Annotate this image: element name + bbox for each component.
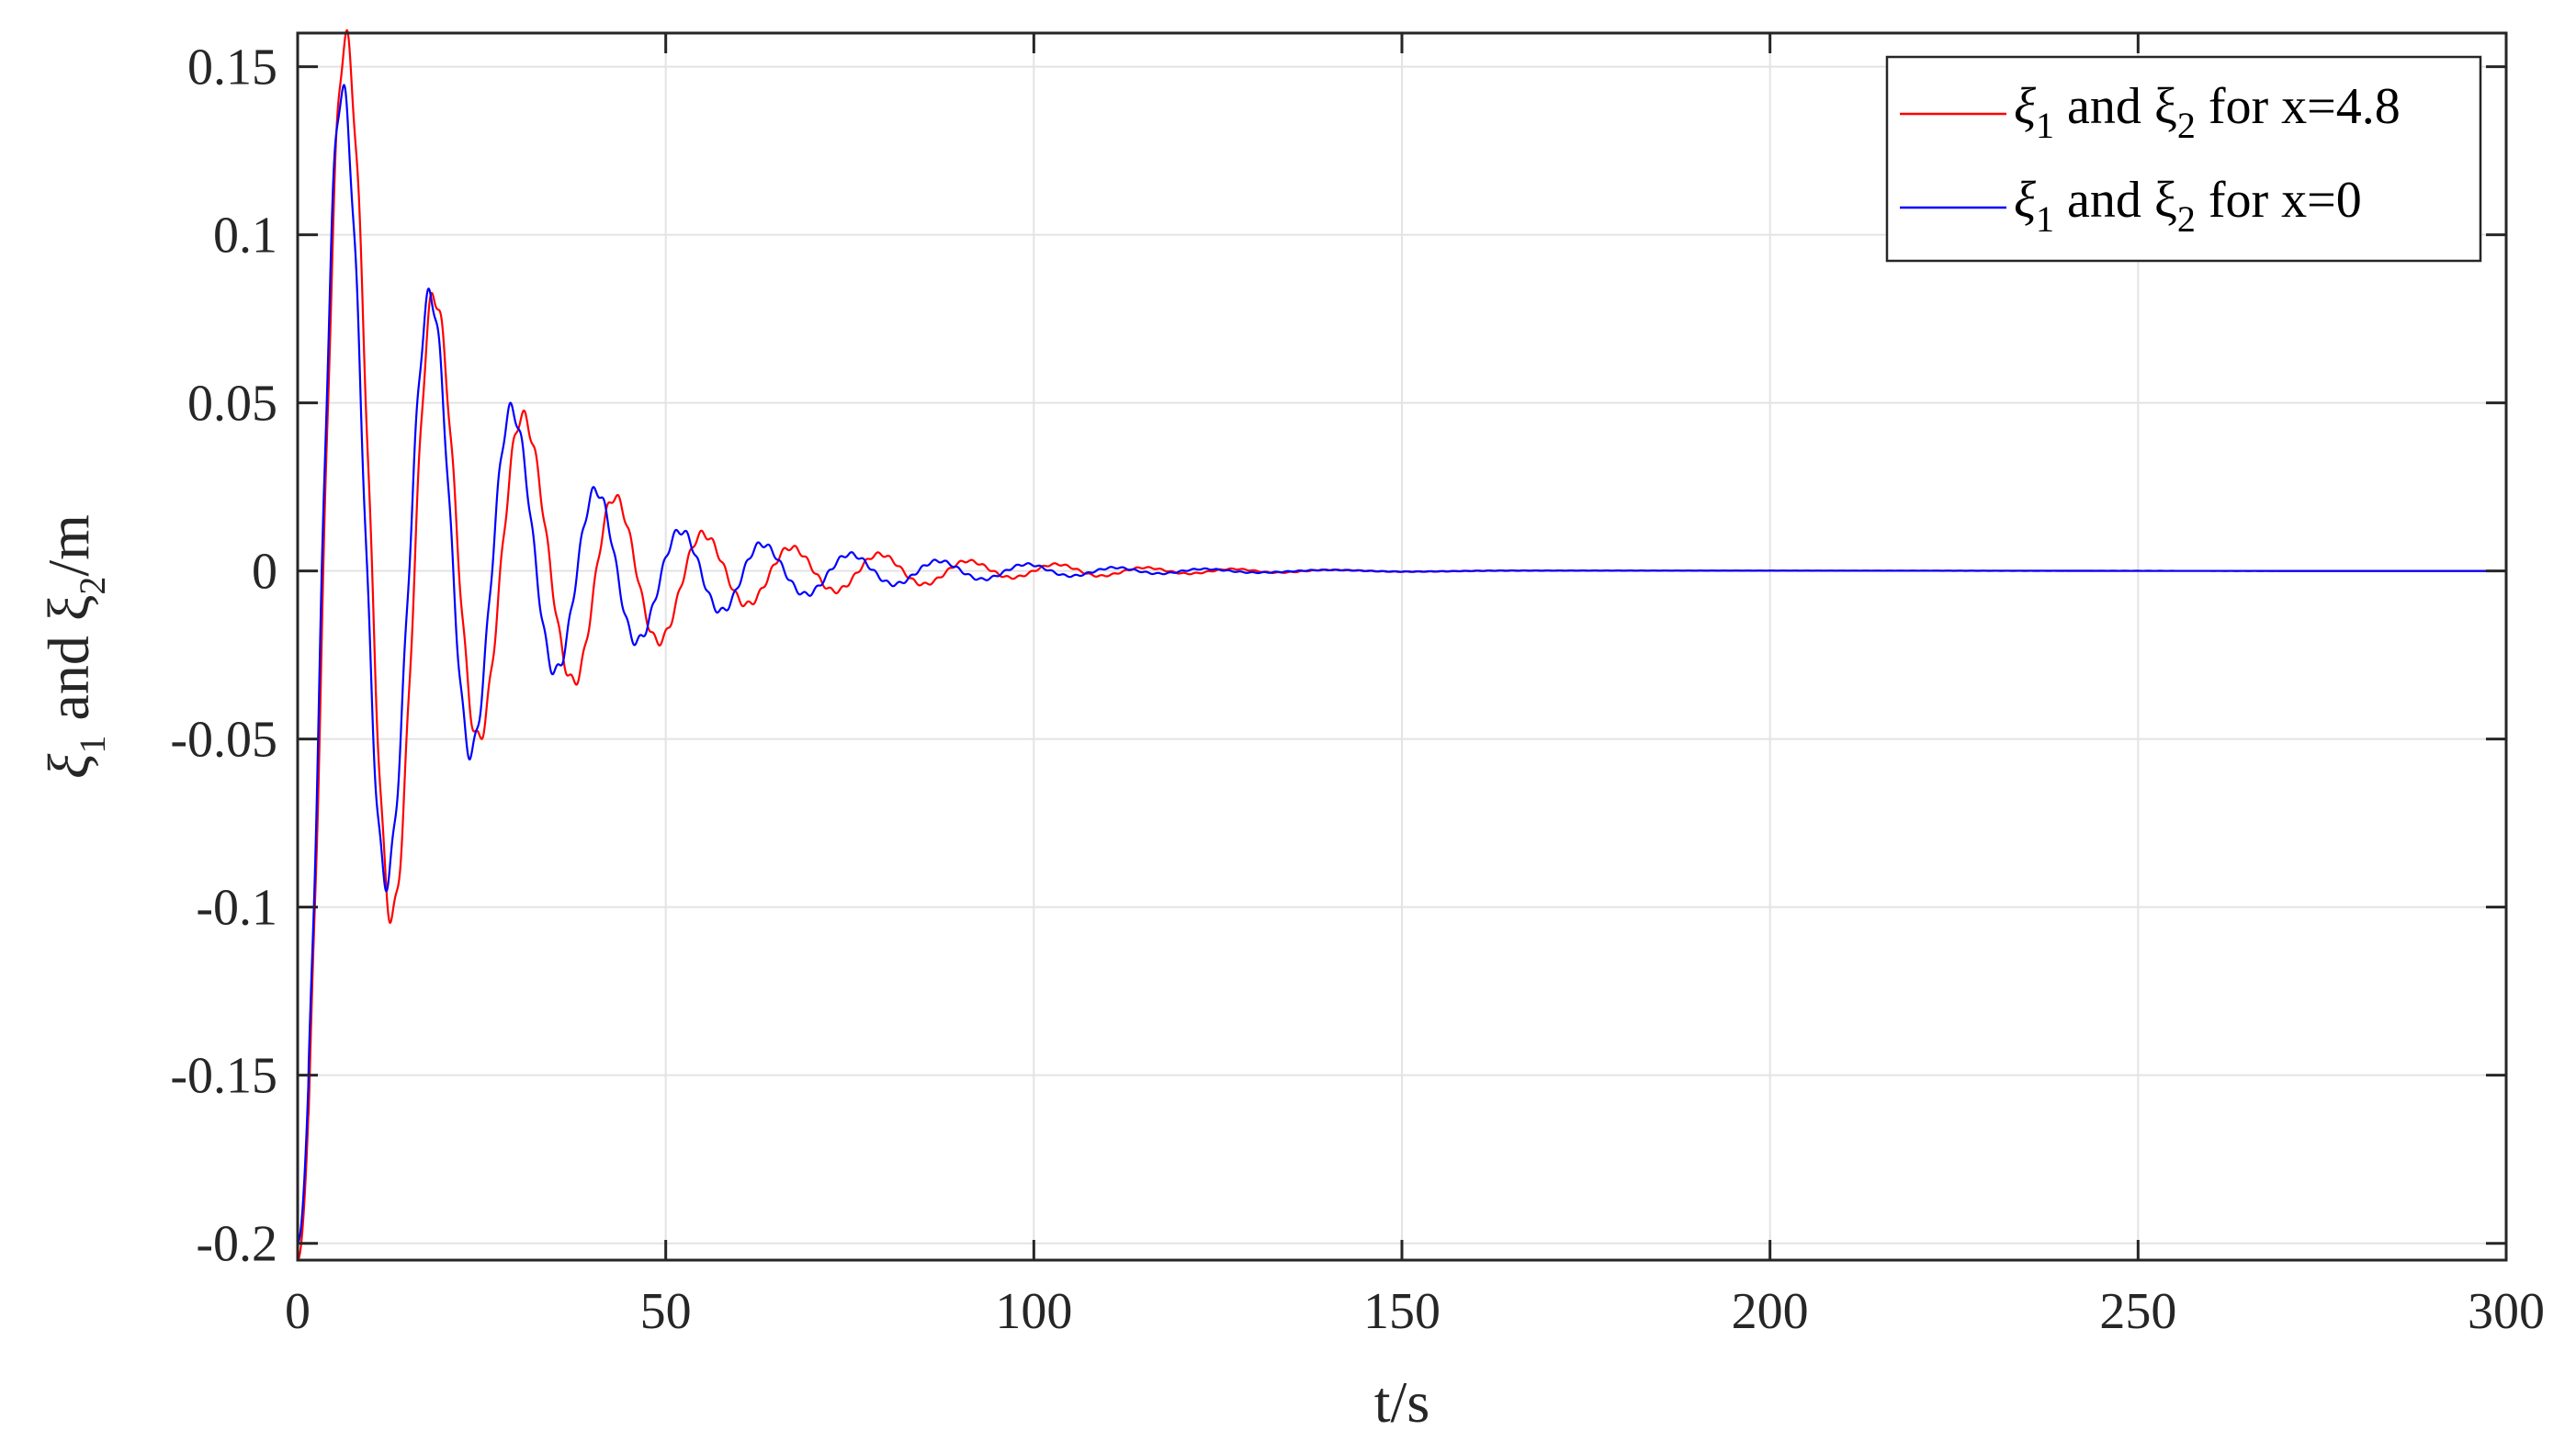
y-tick-label: 0.05 [187, 376, 277, 433]
x-tick-label: 0 [285, 1283, 311, 1340]
legend-blue-p1: ξ [2014, 172, 2036, 229]
y-tick-label: -0.1 [196, 880, 277, 937]
ticks: 0 50 100 150 200 250 300 0.15 0.1 0.05 0 -0.05 -0.1 -… [170, 33, 2545, 1340]
y-label-part-1: ξ [36, 753, 101, 779]
legend-entry-blue: ξ1 and ξ2 for x=0 [2014, 172, 2362, 240]
legend-red-p1: ξ [2014, 78, 2036, 135]
legend-red-s2: 2 [2177, 105, 2196, 146]
x-tick-label: 250 [2099, 1283, 2176, 1340]
y-tick-label: 0.15 [187, 39, 277, 96]
x-tick-label: 100 [995, 1283, 1072, 1340]
y-tick-label: 0.1 [213, 208, 277, 265]
legend: ξ1 and ξ2 for x=4.8 ξ1 and ξ2 for x=0 [1885, 55, 2482, 263]
x-axis-label: t/s [1374, 1369, 1429, 1435]
legend-blue-p2: and ξ [2054, 172, 2177, 229]
y-label-part-2: and ξ [36, 595, 101, 736]
legend-red-s1: 1 [2036, 105, 2054, 146]
y-tick-label: 0 [252, 544, 277, 601]
y-tick-label: -0.15 [170, 1048, 277, 1105]
y-tick-label: -0.05 [170, 712, 277, 769]
legend-blue-s2: 2 [2177, 198, 2196, 240]
x-tick-label: 300 [2468, 1283, 2545, 1340]
legend-blue-s1: 1 [2036, 198, 2054, 240]
x-tick-label: 200 [1732, 1283, 1809, 1340]
y-axis-label: ξ1 and ξ2/m [36, 514, 113, 779]
legend-red-p3: for x=4.8 [2196, 78, 2401, 135]
series-line-blue [297, 84, 2507, 1245]
legend-red-p2: and ξ [2054, 78, 2177, 135]
legend-blue-p3: for x=0 [2196, 172, 2362, 229]
y-label-part-3: /m [36, 514, 101, 577]
series-lines [297, 28, 2507, 1261]
x-tick-label: 50 [640, 1283, 692, 1340]
legend-entry-red: ξ1 and ξ2 for x=4.8 [2014, 78, 2401, 146]
y-label-sub-1: 1 [72, 736, 113, 754]
y-label-sub-2: 2 [72, 577, 113, 595]
legend-box [1885, 55, 2482, 263]
y-tick-label: -0.2 [196, 1216, 277, 1273]
x-tick-label: 150 [1363, 1283, 1441, 1340]
